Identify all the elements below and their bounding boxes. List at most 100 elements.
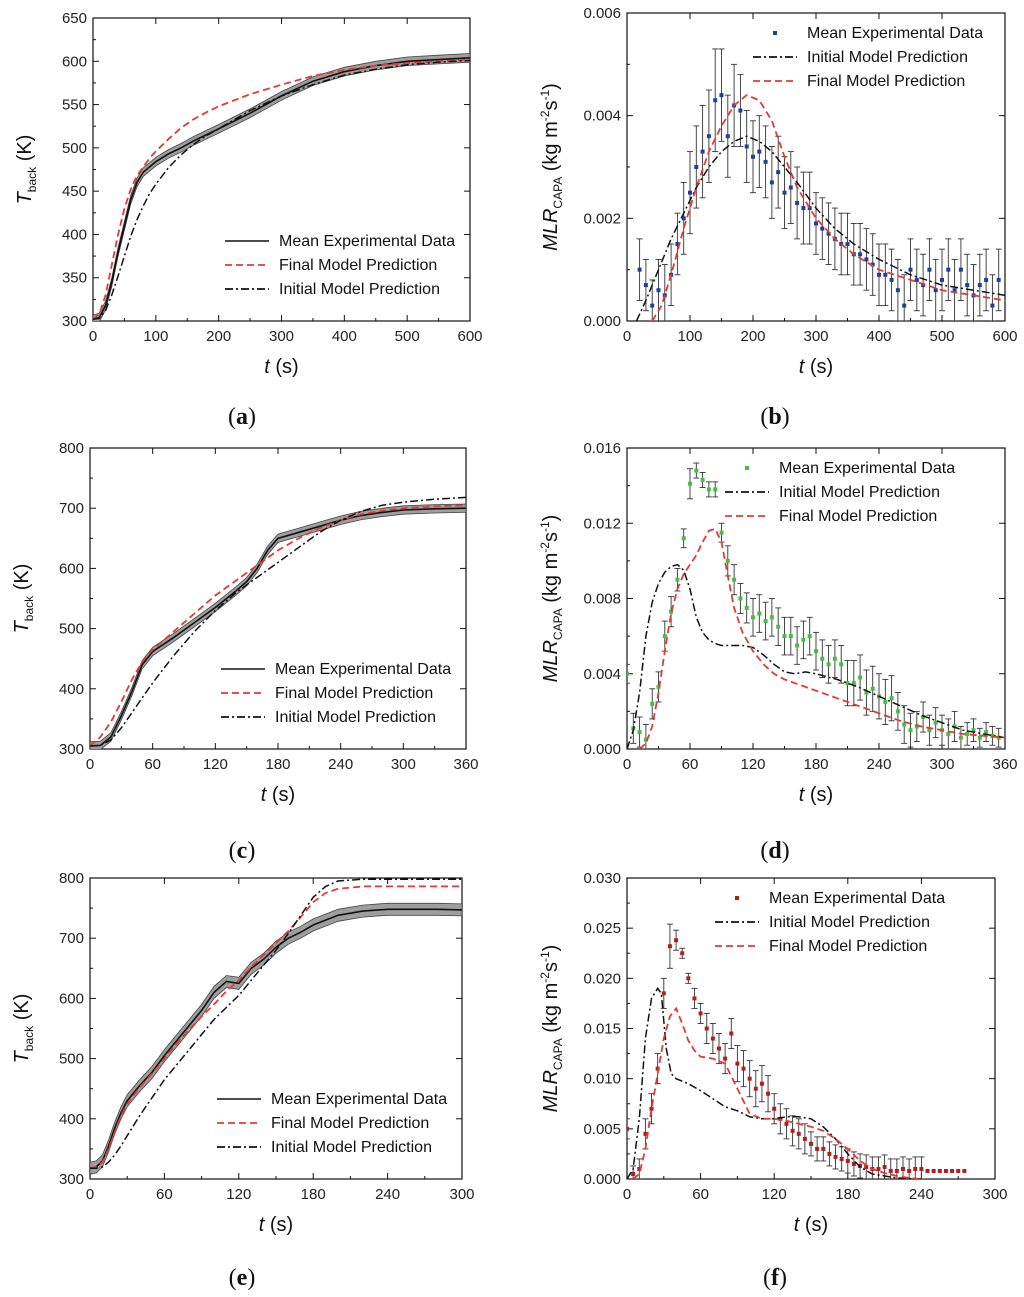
x-tick-label: 240 — [375, 1186, 400, 1203]
data-point — [827, 1151, 832, 1156]
y-axis-label: Tback (K) — [11, 564, 36, 634]
data-point — [839, 662, 844, 667]
legend: Mean Experimental Data Final Model Predic… — [221, 661, 451, 726]
data-point — [772, 1106, 777, 1111]
data-point — [984, 277, 989, 282]
data-point — [713, 98, 718, 103]
x-tick-label: 300 — [449, 1186, 474, 1203]
data-point — [790, 1128, 795, 1133]
data-point — [889, 277, 894, 282]
legend-item: Final Model Prediction — [217, 1115, 429, 1132]
data-point — [965, 283, 970, 288]
legend: Mean Experimental Data Final Model Predic… — [225, 233, 455, 298]
y-tick-label: 0.010 — [583, 1071, 621, 1088]
data-point — [796, 1131, 801, 1136]
data-point — [681, 536, 686, 541]
x-tick-label: 300 — [803, 328, 828, 345]
data-point — [921, 283, 926, 288]
y-tick-label: 0.000 — [583, 313, 621, 330]
legend-item: Final Model Prediction — [715, 938, 927, 955]
y-axis-label: MLRCAPA (kg m-2s-1) — [538, 945, 565, 1113]
x-tick-label: 180 — [803, 756, 828, 773]
legend-item: Final Model Prediction — [225, 257, 437, 274]
data-point — [895, 288, 900, 293]
y-tick-label: 0.025 — [583, 920, 621, 937]
y-tick-label: 0.006 — [583, 5, 621, 22]
x-tick-label: 180 — [835, 1186, 860, 1203]
data-point — [864, 257, 869, 262]
series-line-3 — [90, 496, 466, 747]
chart-panel-e: 0 60 120 180 240 300 300 400 500 600 700 800 t (s) Tb… — [11, 870, 475, 1291]
legend-item: Initial Model Prediction — [221, 709, 436, 726]
legend: Mean Experimental Data Initial Model Pred… — [753, 25, 983, 90]
y-tick-label: 400 — [62, 226, 87, 243]
legend-item: Mean Experimental Data — [773, 25, 983, 42]
legend-marker — [735, 896, 739, 900]
series-band-1 — [90, 503, 466, 749]
x-tick-label: 0 — [86, 756, 94, 773]
data-point — [747, 1076, 752, 1081]
x-tick-label: 60 — [144, 756, 161, 773]
data-point — [681, 216, 686, 221]
data-point — [965, 731, 970, 736]
data-point — [778, 1116, 783, 1121]
legend-label: Final Model Prediction — [271, 1115, 429, 1132]
data-point — [694, 165, 699, 169]
y-tick-label: 700 — [59, 500, 84, 517]
y-tick-label: 0.000 — [583, 1171, 621, 1188]
data-point — [700, 477, 705, 482]
series-band-1 — [90, 902, 462, 1175]
legend-label: Mean Experimental Data — [271, 1091, 447, 1108]
plot-area — [90, 878, 462, 1175]
data-point — [931, 1168, 936, 1173]
legend-item: Mean Experimental Data — [217, 1091, 447, 1108]
data-point — [851, 681, 856, 686]
data-point — [680, 951, 685, 956]
legend-label: Final Model Prediction — [779, 508, 937, 525]
legend-item: Initial Model Prediction — [217, 1139, 432, 1156]
data-point — [669, 609, 674, 614]
data-point — [943, 1168, 948, 1173]
x-tick-label: 0 — [623, 1186, 631, 1203]
data-point — [925, 1168, 930, 1173]
data-point — [649, 1106, 654, 1111]
data-point — [977, 735, 982, 740]
data-point — [845, 681, 850, 686]
y-tick-label: 0.020 — [583, 970, 621, 987]
x-tick-label: 500 — [395, 328, 420, 345]
y-tick-label: 300 — [59, 741, 84, 758]
y-tick-label: 300 — [59, 1171, 84, 1188]
y-tick-label: 0.015 — [583, 1021, 621, 1038]
data-point — [888, 1168, 893, 1173]
data-point — [933, 720, 938, 725]
series-line-1 — [90, 908, 462, 1169]
data-point — [776, 624, 781, 629]
y-tick-label: 0.012 — [583, 515, 621, 532]
data-point — [661, 991, 666, 996]
x-tick-label: 400 — [866, 328, 891, 345]
data-point — [788, 185, 793, 190]
data-point — [723, 1056, 728, 1061]
y-tick-label: 400 — [59, 1111, 84, 1128]
panel-label: (f) — [763, 1265, 787, 1291]
data-point — [864, 1164, 869, 1169]
data-point — [776, 170, 781, 175]
data-point — [704, 1026, 709, 1031]
data-point — [706, 487, 711, 492]
y-tick-label: 0.016 — [583, 440, 621, 457]
legend-marker — [773, 31, 777, 35]
data-point — [656, 288, 661, 293]
legend-label: Mean Experimental Data — [279, 233, 455, 250]
legend-label: Initial Model Prediction — [275, 709, 436, 726]
legend-label: Initial Model Prediction — [779, 484, 940, 501]
x-tick-label: 300 — [391, 756, 416, 773]
series-line-3 — [93, 59, 470, 321]
data-point — [927, 267, 932, 272]
x-tick-label: 180 — [265, 756, 290, 773]
x-tick-label: 180 — [301, 1186, 326, 1203]
data-point — [826, 231, 831, 236]
panel-label: (c) — [229, 838, 256, 864]
legend-marker — [745, 466, 749, 470]
data-point — [858, 675, 863, 680]
